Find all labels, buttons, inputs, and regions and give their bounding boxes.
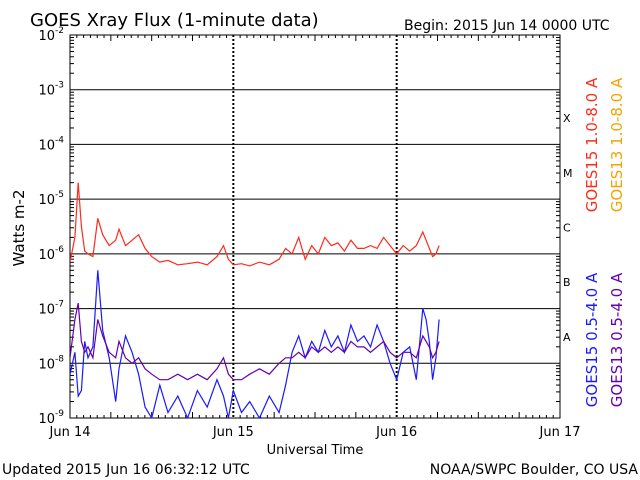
series-line: [70, 182, 440, 267]
series-line: [70, 302, 440, 381]
legend-entry: GOES13 0.5-4.0 A: [608, 272, 626, 407]
x-tick-label: Jun 17: [539, 425, 581, 440]
y-axis-label: Watts m-2: [10, 190, 28, 267]
legend-entry: GOES13 1.0-8.0 A: [608, 77, 626, 212]
chart-title: GOES Xray Flux (1-minute data): [30, 10, 319, 31]
y-tick-label: 10-8: [38, 354, 64, 372]
y-tick-label: 10-5: [38, 190, 64, 208]
x-tick-label: Jun 14: [49, 425, 91, 440]
flare-class-label: A: [563, 331, 571, 344]
x-tick-label: Jun 15: [212, 425, 254, 440]
flare-class-label: B: [563, 276, 571, 289]
y-tick-label: 10-9: [38, 409, 64, 427]
plot-frame: [69, 34, 561, 419]
credit-label: NOAA/SWPC Boulder, CO USA: [430, 462, 639, 478]
y-tick-label: 10-4: [38, 135, 64, 153]
legend-entry: GOES15 1.0-8.0 A: [583, 77, 601, 212]
legend-entry: GOES15 0.5-4.0 A: [583, 272, 601, 407]
flare-class-label: M: [563, 167, 573, 180]
updated-timestamp: Updated 2015 Jun 16 06:32:12 UTC: [2, 462, 250, 478]
flare-class-label: X: [563, 112, 571, 125]
series-line: [70, 270, 440, 418]
y-tick-label: 10-2: [38, 26, 64, 44]
flare-class-label: C: [563, 222, 571, 235]
x-axis-label: Universal Time: [267, 443, 364, 458]
y-tick-label: 10-7: [38, 300, 64, 318]
y-tick-label: 10-3: [38, 81, 64, 99]
begin-label: Begin: 2015 Jun 14 0000 UTC: [404, 18, 610, 34]
x-tick-label: Jun 16: [375, 425, 417, 440]
y-tick-label: 10-6: [38, 245, 64, 263]
